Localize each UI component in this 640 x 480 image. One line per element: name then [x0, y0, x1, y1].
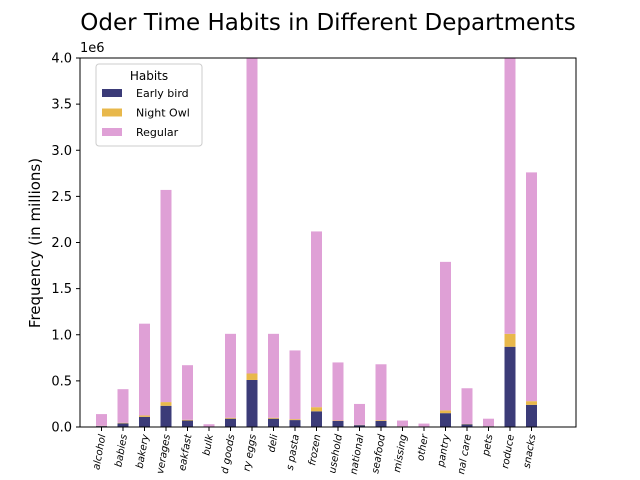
bar-babies-night-owl: [117, 422, 129, 424]
legend-label-night-owl: Night Owl: [136, 107, 190, 120]
legend: Habits Early bird Night Owl Regular: [95, 63, 203, 147]
bar-pantry-night-owl: [440, 410, 451, 414]
x-tick-label: s pasta: [285, 434, 302, 471]
bar-household-early-bird: [332, 421, 344, 427]
bar-international-early-bird: [354, 425, 365, 427]
bar-beverages-regular: [160, 189, 172, 403]
bar-babies-early-bird: [117, 423, 129, 427]
x-tick-label: bakery: [135, 433, 152, 470]
x-tick-label: roduce: [500, 434, 517, 470]
bar-dairy-eggs-regular: [246, 58, 258, 374]
bar-meat-seafood-early-bird: [375, 421, 387, 427]
bar-dry-goods-pasta-early-bird: [289, 420, 301, 427]
bar-canned-goods-night-owl: [225, 417, 236, 419]
x-tick-label: babies: [113, 434, 130, 468]
x-tick-label: pets: [481, 434, 496, 458]
bar-breakfast-early-bird: [182, 420, 193, 427]
y-tick-label: 1.5: [51, 282, 72, 297]
legend-items: Early bird Night Owl Regular: [102, 87, 190, 139]
y-tick-label: 4.0: [51, 52, 72, 67]
bar-babies-regular: [117, 389, 129, 423]
y-tick-label: 2.0: [51, 236, 72, 251]
bar-dairy-eggs-night-owl: [246, 373, 258, 380]
bar-alcohol-regular: [96, 414, 107, 426]
bar-missing-regular: [397, 420, 408, 427]
plot-frame: [79, 57, 577, 428]
bar-snacks-early-bird: [526, 404, 537, 427]
bar-meat-seafood-regular: [375, 364, 387, 421]
legend-label-early-bird: Early bird: [136, 87, 189, 100]
bar-produce-night-owl: [504, 333, 516, 347]
x-tick-label: eakfast: [177, 433, 194, 472]
bar-frozen-night-owl: [311, 407, 322, 412]
x-tick-label: seafood: [370, 433, 388, 475]
bar-canned-goods-early-bird: [225, 418, 236, 427]
legend-swatch-early-bird: [102, 89, 122, 97]
bar-beverages-night-owl: [160, 402, 172, 406]
x-tick-label: missing: [392, 434, 410, 474]
bar-dry-goods-pasta-night-owl: [289, 419, 301, 421]
bar-pantry-early-bird: [440, 413, 451, 427]
x-tick-label: nal care: [456, 434, 474, 476]
x-tick-label: national: [349, 433, 367, 475]
x-tick-label: usehold: [327, 433, 345, 474]
y-axis-multiplier: 1e6: [80, 41, 105, 56]
x-tick-label: alcohol: [91, 433, 108, 470]
x-tick-label: deli: [266, 433, 280, 453]
y-tick-label: 0.0: [51, 421, 72, 436]
x-tick-label: ry eggs: [242, 434, 259, 473]
y-axis-ticks: 0.0 0.5 1.0 1.5 2.0 2.5 3.0 3.5 4.0: [51, 52, 80, 436]
bar-bakery-night-owl: [139, 415, 150, 417]
x-tick-label: verages: [155, 434, 173, 475]
y-tick-label: 3.0: [51, 144, 72, 159]
bar-meat-seafood-night-owl: [375, 420, 387, 422]
legend-swatch-night-owl: [102, 108, 122, 117]
bar-personal-care-regular: [461, 388, 473, 424]
bar-produce-early-bird: [504, 346, 516, 427]
bar-frozen-early-bird: [311, 411, 322, 427]
bar-breakfast-regular: [182, 365, 193, 420]
legend-swatch-regular: [102, 128, 122, 136]
x-tick-label: d goods: [220, 434, 238, 475]
y-axis-label: Frequency (in millions): [26, 158, 44, 328]
y-tick-label: 2.5: [51, 190, 72, 205]
bar-household-regular: [332, 362, 344, 421]
bar-personal-care-early-bird: [461, 424, 473, 427]
bar-dairy-eggs-early-bird: [246, 379, 258, 427]
x-tick-label: pantry: [436, 433, 453, 469]
bar-frozen-regular: [311, 231, 322, 408]
y-tick-label: 3.5: [51, 98, 72, 113]
bar-breakfast-night-owl: [182, 419, 193, 421]
x-tick-label: bulk: [201, 432, 216, 456]
bar-other-regular: [418, 423, 430, 427]
chart-title: Oder Time Habits in Different Department…: [80, 10, 575, 36]
x-tick-label: snacks: [522, 434, 539, 470]
bar-deli-regular: [268, 333, 279, 418]
bar-bakery-regular: [139, 323, 150, 416]
y-tick-label: 1.0: [51, 328, 72, 343]
bar-pantry-regular: [440, 261, 451, 411]
bar-deli-early-bird: [268, 418, 279, 427]
x-tick-label: frozen: [307, 434, 323, 467]
bar-snacks-regular: [526, 172, 537, 402]
x-axis-ticks: alcohol babies bakery verages eakfast bulk d g…: [91, 427, 538, 475]
y-tick-label: 0.5: [51, 374, 72, 389]
bar-international-regular: [354, 403, 365, 425]
x-tick-label: other: [415, 433, 431, 462]
legend-box: [95, 63, 203, 147]
legend-title: Habits: [130, 69, 168, 83]
bar-produce-regular: [504, 58, 516, 334]
bar-beverages-early-bird: [160, 405, 172, 427]
bar-canned-goods-regular: [225, 333, 236, 418]
bar-pets-regular: [483, 418, 494, 427]
bar-bulk-regular: [203, 424, 215, 427]
bars-group: [96, 58, 537, 427]
bar-snacks-night-owl: [526, 401, 537, 405]
bar-bakery-early-bird: [139, 416, 150, 427]
bar-dry-goods-pasta-regular: [289, 350, 301, 420]
legend-label-regular: Regular: [136, 126, 179, 139]
bar-deli-night-owl: [268, 417, 279, 419]
